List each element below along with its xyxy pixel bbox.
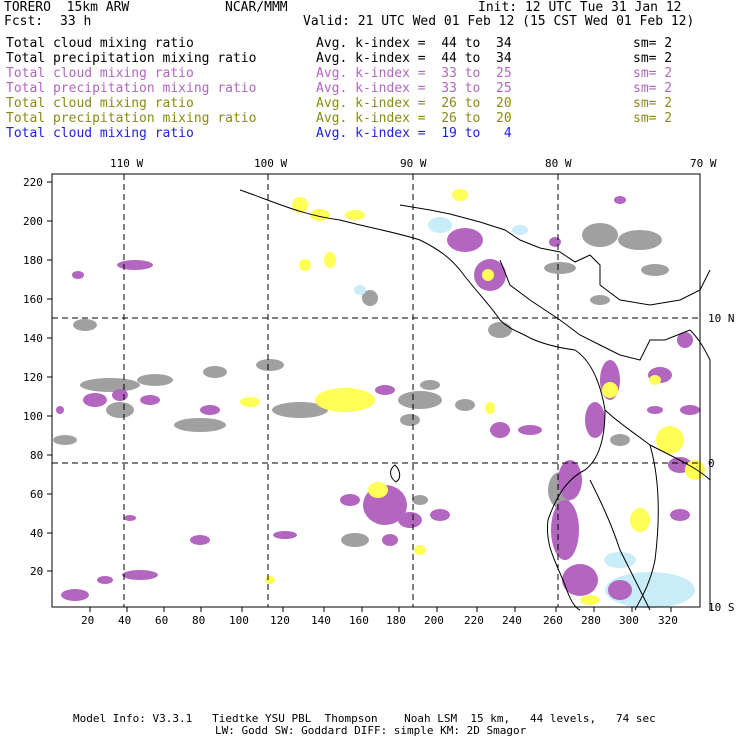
x-tick: 20 [81, 614, 94, 627]
legend-field: Total precipitation mixing ratio [6, 51, 257, 66]
model-info: Model Info: V3.3.1 Tiedtke YSU PBL Thomp… [73, 712, 656, 725]
x-tick: 220 [464, 614, 484, 627]
legend-sm: sm= 2 [633, 81, 673, 96]
x-tick: 160 [349, 614, 369, 627]
cloud-purple [56, 196, 700, 601]
cloud-lightblue [354, 217, 695, 608]
legend-field: Total cloud mixing ratio [6, 66, 194, 81]
x-tick: 240 [502, 614, 522, 627]
legend-range: Avg. k-index = 26 to 20 [316, 96, 512, 111]
y-tick: 140 [23, 332, 43, 345]
org-label: NCAR/MMM [225, 0, 288, 15]
legend-field: Total precipitation mixing ratio [6, 111, 257, 126]
legend-sm: sm= 2 [633, 36, 673, 51]
x-tick: 260 [543, 614, 563, 627]
model-title: TORERO 15km ARW [4, 0, 130, 15]
lon-label: 100 W [254, 157, 287, 170]
y-tick: 60 [30, 488, 43, 501]
x-tick: 320 [658, 614, 678, 627]
y-tick: 120 [23, 371, 43, 384]
legend-range: Avg. k-index = 19 to 4 [316, 126, 512, 141]
legend-sm: sm= 2 [633, 96, 673, 111]
x-tick: 180 [386, 614, 406, 627]
x-tick: 140 [311, 614, 331, 627]
lon-label: 80 W [545, 157, 572, 170]
legend-range: Avg. k-index = 26 to 20 [316, 111, 512, 126]
lat-lon-grid [52, 174, 700, 607]
cloud-yellow [240, 189, 705, 605]
lon-label: 70 W [690, 157, 717, 170]
lat-label: 0 [708, 457, 715, 470]
x-tick: 300 [619, 614, 639, 627]
lon-label: 90 W [400, 157, 427, 170]
valid-time: Valid: 21 UTC Wed 01 Feb 12 (15 CST Wed … [303, 14, 695, 29]
forecast-hours: 33 h [60, 14, 92, 29]
x-tick: 200 [424, 614, 444, 627]
y-tick: 80 [30, 449, 43, 462]
y-tick: 100 [23, 410, 43, 423]
x-tick: 280 [581, 614, 601, 627]
init-time: Init: 12 UTC Tue 31 Jan 12 [478, 0, 682, 15]
legend-field: Total cloud mixing ratio [6, 126, 194, 141]
coastline [239, 189, 711, 611]
legend-field: Total cloud mixing ratio [6, 96, 194, 111]
map-frame [51, 173, 701, 608]
legend-range: Avg. k-index = 44 to 34 [316, 51, 512, 66]
x-tick: 40 [118, 614, 131, 627]
x-tick: 60 [155, 614, 168, 627]
legend-sm: sm= 2 [633, 51, 673, 66]
legend-sm: sm= 2 [633, 66, 673, 81]
physics-info: LW: Godd SW: Goddard DIFF: simple KM: 2D… [215, 724, 527, 737]
y-tick: 40 [30, 527, 43, 540]
map-plot-area [51, 173, 711, 611]
axis-ticks [47, 181, 672, 612]
forecast-label: Fcst: [4, 14, 44, 29]
lat-label: 10 N [708, 312, 735, 325]
y-tick: 180 [23, 254, 43, 267]
x-tick: 80 [192, 614, 205, 627]
legend-field: Total precipitation mixing ratio [6, 81, 257, 96]
cloud-gray [53, 223, 669, 547]
legend-range: Avg. k-index = 33 to 25 [316, 81, 512, 96]
lat-label: 10 S [708, 601, 735, 614]
legend-field: Total cloud mixing ratio [6, 36, 194, 51]
y-tick: 20 [30, 565, 43, 578]
y-tick: 200 [23, 215, 43, 228]
legend-range: Avg. k-index = 44 to 34 [316, 36, 512, 51]
lon-label: 110 W [110, 157, 143, 170]
y-tick: 160 [23, 293, 43, 306]
legend-range: Avg. k-index = 33 to 25 [316, 66, 512, 81]
y-tick: 220 [23, 176, 43, 189]
legend-sm: sm= 2 [633, 111, 673, 126]
x-tick: 100 [229, 614, 249, 627]
x-tick: 120 [270, 614, 290, 627]
